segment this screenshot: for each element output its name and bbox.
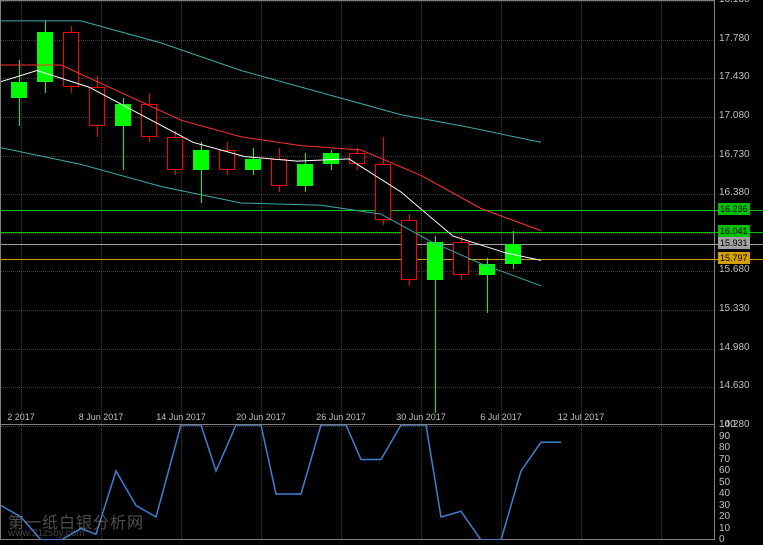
candle	[297, 164, 313, 186]
candle	[453, 242, 469, 275]
price-tag: 15.931	[718, 237, 750, 249]
candle	[141, 104, 157, 137]
bb-lower	[1, 1, 716, 426]
candle	[167, 137, 183, 170]
candle	[375, 164, 391, 219]
price-line	[1, 259, 763, 260]
y-tick-label: 90	[719, 431, 730, 442]
y-tick-label: 16.380	[719, 187, 750, 198]
y-tick-label: 16.730	[719, 149, 750, 160]
y-axis-sub: 1009080706050403020100	[715, 425, 763, 540]
candle	[89, 87, 105, 126]
y-tick-label: 17.780	[719, 33, 750, 44]
candle	[323, 153, 339, 164]
candle	[479, 264, 495, 275]
y-tick-label: 10	[719, 523, 730, 534]
price-line	[1, 232, 763, 233]
candle	[193, 150, 209, 170]
candle	[349, 153, 365, 164]
y-tick-label: 20	[719, 511, 730, 522]
ma-line-0	[1, 1, 716, 426]
price-tag: 15.797	[718, 252, 750, 264]
candle	[505, 244, 521, 264]
x-tick-label: 12 Jul 2017	[558, 412, 605, 422]
price-line	[1, 244, 763, 245]
ma-line-1	[1, 1, 716, 426]
y-tick-label: 17.430	[719, 71, 750, 82]
x-tick-label: 8 Jun 2017	[79, 412, 124, 422]
y-tick-label: 17.080	[719, 110, 750, 121]
x-tick-label: 20 Jun 2017	[236, 412, 286, 422]
candle	[427, 242, 443, 281]
y-tick-label: 14.980	[719, 342, 750, 353]
y-tick-label: 60	[719, 465, 730, 476]
candle	[245, 159, 261, 170]
y-tick-label: 14.630	[719, 380, 750, 391]
candle	[115, 104, 131, 126]
price-chart[interactable]: 2 2017 8 Jun 2017 14 Jun 2017 20 Jun 2017 26…	[0, 0, 715, 425]
y-tick-label: 30	[719, 500, 730, 511]
x-tick-label: 6 Jul 2017	[480, 412, 522, 422]
watermark-url: www.31zsby.com	[8, 528, 85, 539]
x-tick-label: 2 2017	[7, 412, 35, 422]
y-tick-label: 15.330	[719, 303, 750, 314]
y-tick-label: 80	[719, 442, 730, 453]
candle	[63, 32, 79, 87]
candle	[219, 150, 235, 170]
x-tick-label: 14 Jun 2017	[156, 412, 206, 422]
candle	[37, 32, 53, 82]
y-tick-label: 40	[719, 488, 730, 499]
y-tick-label: 0	[719, 534, 725, 545]
candle	[11, 82, 27, 99]
x-tick-label: 26 Jun 2017	[316, 412, 366, 422]
price-tag: 16.041	[718, 225, 750, 237]
y-tick-label: 70	[719, 454, 730, 465]
y-tick-label: 15.680	[719, 264, 750, 275]
y-tick-label: 50	[719, 477, 730, 488]
price-tag: 16.236	[718, 203, 750, 215]
candle	[271, 159, 287, 187]
y-tick-label: 100	[719, 419, 736, 430]
bb-upper	[1, 1, 716, 426]
y-tick-label: 18.130	[719, 0, 750, 5]
x-tick-label: 30 Jun 2017	[396, 412, 446, 422]
candle	[401, 220, 417, 281]
